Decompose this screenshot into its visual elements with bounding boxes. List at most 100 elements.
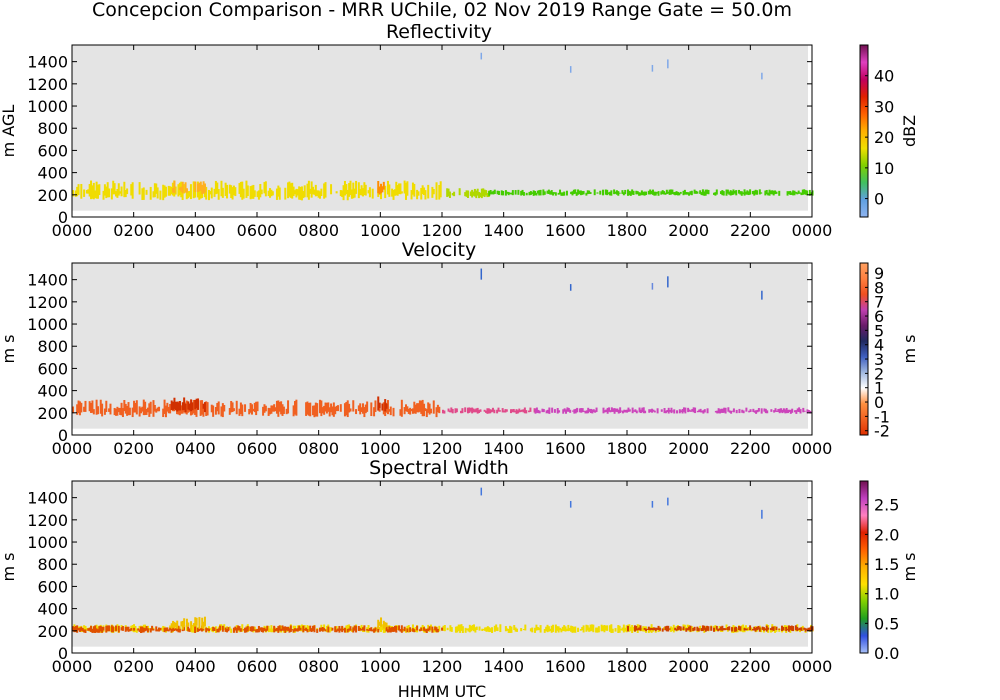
panel-2-segment-4-bar bbox=[721, 408, 724, 413]
panel-3-segment-1-bar bbox=[353, 625, 356, 631]
panel-1-segment-4-bar bbox=[613, 189, 616, 195]
panel-1-segment-0-bar bbox=[152, 191, 155, 198]
panel-1-segment-4-bar bbox=[621, 190, 624, 194]
panel-3-segment-0-bar bbox=[396, 625, 399, 631]
panel-1-segment-0-bar bbox=[115, 191, 118, 197]
panel-2-segment-4-bar bbox=[563, 408, 566, 412]
panel-1-segment-0-bar bbox=[316, 190, 319, 196]
panel-2-segment-3-bar bbox=[472, 408, 475, 413]
panel-3-segment-0-bar bbox=[160, 627, 163, 631]
panel-1-segment-0-bar bbox=[249, 186, 252, 200]
panel-1-segment-4-bar bbox=[534, 191, 537, 196]
panel-3-segment-1-bar bbox=[244, 627, 247, 633]
panel-3-segment-1-bar bbox=[117, 625, 120, 633]
panel-1-segment-0-bar bbox=[167, 185, 170, 196]
panel-3-segment-0-bar bbox=[248, 626, 251, 631]
panel-3-segment-0-bar bbox=[495, 624, 498, 631]
panel-3-segment-0-bar bbox=[443, 624, 446, 632]
panel-3-segment-0-bar bbox=[631, 624, 634, 634]
panel-1-segment-0-bar bbox=[345, 184, 348, 195]
panel-1-segment-4-bar bbox=[492, 190, 495, 195]
panel-1-xtick-label: 0000 bbox=[52, 221, 93, 240]
panel-3-colorbar-tick-label: 1.0 bbox=[874, 585, 899, 604]
panel-1-segment-0-bar bbox=[119, 191, 122, 194]
panel-3-segment-1-bar bbox=[216, 628, 219, 633]
panel-3-segment-4-bar bbox=[799, 627, 802, 631]
panel-1-segment-0-bar bbox=[83, 189, 86, 197]
panel-3-segment-0-bar bbox=[429, 624, 432, 631]
panel-1-echo-3 bbox=[667, 59, 669, 69]
panel-3-segment-4-bar bbox=[756, 626, 759, 630]
panel-1-segment-4-bar bbox=[772, 190, 775, 196]
panel-1-segment-0-bar bbox=[431, 186, 434, 198]
panel-3-segment-0-bar bbox=[550, 625, 553, 633]
panel-2-segment-0-bar bbox=[90, 402, 93, 413]
panel-1-segment-0-bar bbox=[216, 182, 219, 194]
panel-1-segment-4-bar bbox=[713, 192, 716, 195]
panel-2-segment-4-bar bbox=[784, 409, 787, 414]
panel-2-segment-0-bar bbox=[199, 400, 202, 416]
panel-2-segment-0-bar bbox=[427, 402, 430, 413]
panel-1-segment-4-bar bbox=[586, 190, 589, 195]
panel-1-segment-0-bar bbox=[341, 190, 344, 198]
panel-2-segment-1-bar bbox=[188, 403, 191, 411]
panel-3-segment-0-bar bbox=[778, 628, 781, 632]
panel-1-segment-4-bar bbox=[769, 190, 772, 195]
panel-3-echo-4 bbox=[761, 509, 763, 519]
panel-3-segment-1-bar bbox=[366, 629, 369, 631]
panel-2-segment-0-bar bbox=[144, 401, 147, 416]
panel-1-segment-4-bar bbox=[542, 189, 545, 196]
panel-1-segment-4-bar bbox=[651, 189, 654, 195]
panel-3-segment-1-bar bbox=[146, 628, 149, 633]
panel-3-segment-4-bar bbox=[675, 628, 678, 631]
panel-1-xtick-label: 2000 bbox=[668, 221, 709, 240]
panel-1-segment-4-bar bbox=[768, 189, 771, 196]
panel-3-segment-0-bar bbox=[620, 628, 623, 631]
panel-3-echo-1 bbox=[569, 500, 572, 508]
panel-2-segment-1-bar bbox=[184, 403, 187, 413]
panel-3-segment-1-bar bbox=[245, 627, 248, 633]
panel-3-segment-4-bar bbox=[682, 626, 685, 631]
panel-3-segment-4-bar bbox=[778, 628, 781, 630]
panel-3-segment-1-bar bbox=[99, 625, 102, 632]
panel-1-segment-0-bar bbox=[371, 188, 374, 199]
panel-2-segment-0-bar bbox=[169, 403, 172, 414]
panel-2-segment-4-bar bbox=[583, 410, 586, 412]
panel-2-segment-4-bar bbox=[642, 407, 645, 414]
panel-3-segment-1-bar bbox=[194, 626, 197, 633]
panel-1-segment-0-bar bbox=[360, 185, 363, 196]
panel-3-segment-1-bar bbox=[127, 626, 130, 632]
panel-1-segment-0-bar bbox=[242, 188, 245, 199]
panel-3-segment-4-bar bbox=[703, 625, 706, 630]
panel-2-echo-2 bbox=[651, 282, 654, 290]
panel-3-segment-0-bar bbox=[602, 625, 605, 632]
panel-2-segment-4-bar bbox=[752, 408, 755, 412]
panel-2-segment-4-bar bbox=[796, 408, 799, 412]
panel-3-segment-0-bar bbox=[457, 624, 460, 631]
panel-3-segment-0-bar bbox=[414, 627, 417, 633]
panel-3-segment-0-bar bbox=[148, 628, 151, 631]
panel-1-ytick-label: 400 bbox=[37, 164, 68, 183]
panel-3-segment-4-bar bbox=[792, 626, 795, 632]
panel-3-segment-0-bar bbox=[744, 625, 747, 631]
panel-1-segment-4-bar bbox=[760, 192, 763, 194]
panel-1-segment-3-bar bbox=[466, 190, 469, 199]
panel-3-segment-1-bar bbox=[76, 625, 79, 633]
panel-3-segment-1-bar bbox=[391, 627, 394, 632]
panel-3-segment-1-bar bbox=[87, 628, 90, 631]
panel-2-segment-0-bar bbox=[145, 409, 148, 415]
panel-1-segment-0-bar bbox=[174, 186, 177, 195]
panel-3-segment-0-bar bbox=[559, 627, 562, 631]
panel-2-segment-0-bar bbox=[263, 404, 266, 413]
panel-3-segment-0-bar bbox=[596, 627, 599, 633]
panel-2-segment-4-bar bbox=[681, 408, 684, 414]
panel-2-segment-2-bar bbox=[385, 403, 388, 409]
panel-2-segment-0-bar bbox=[328, 407, 331, 417]
panel-3-segment-1-bar bbox=[309, 625, 312, 632]
panel-3-segment-1-bar bbox=[280, 628, 283, 632]
panel-1-segment-4-bar bbox=[557, 192, 560, 195]
panel-3-segment-0-bar bbox=[552, 624, 555, 632]
panel-2-ytick-label: 1400 bbox=[27, 271, 68, 290]
panel-1-segment-4-bar bbox=[510, 192, 513, 195]
panel-3-segment-4-bar bbox=[704, 627, 707, 632]
